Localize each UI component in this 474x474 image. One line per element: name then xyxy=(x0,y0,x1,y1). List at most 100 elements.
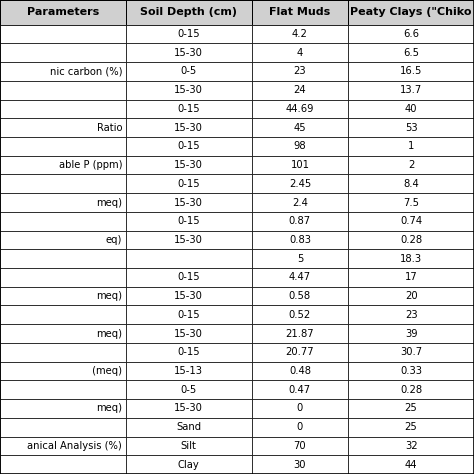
Bar xyxy=(0,418,126,437)
Bar xyxy=(252,137,348,155)
Text: 15-30: 15-30 xyxy=(174,328,203,338)
Bar xyxy=(348,100,474,118)
Text: Ratio: Ratio xyxy=(97,123,122,133)
Text: nic carbon (%): nic carbon (%) xyxy=(49,66,122,76)
Text: 30: 30 xyxy=(294,460,306,470)
Text: 70: 70 xyxy=(293,441,306,451)
Bar xyxy=(0,362,126,381)
Text: 15-30: 15-30 xyxy=(174,48,203,58)
Bar xyxy=(252,156,348,174)
Text: 1: 1 xyxy=(408,141,414,151)
Bar xyxy=(348,343,474,362)
Text: 40: 40 xyxy=(405,104,417,114)
Bar xyxy=(348,249,474,268)
Bar xyxy=(0,455,126,474)
Text: eq): eq) xyxy=(106,235,122,245)
Bar xyxy=(126,306,252,324)
Text: 4.2: 4.2 xyxy=(292,29,308,39)
Bar xyxy=(348,0,474,25)
Bar xyxy=(126,100,252,118)
Text: 15-30: 15-30 xyxy=(174,403,203,413)
Bar xyxy=(126,455,252,474)
Bar xyxy=(348,174,474,193)
Bar xyxy=(0,324,126,343)
Bar xyxy=(252,324,348,343)
Bar xyxy=(126,324,252,343)
Text: 25: 25 xyxy=(405,422,418,432)
Text: 15-30: 15-30 xyxy=(174,198,203,208)
Bar xyxy=(0,156,126,174)
Text: Flat Muds: Flat Muds xyxy=(269,7,330,18)
Bar xyxy=(126,137,252,155)
Text: 15-30: 15-30 xyxy=(174,85,203,95)
Text: anical Analysis (%): anical Analysis (%) xyxy=(27,441,122,451)
Bar xyxy=(252,118,348,137)
Bar xyxy=(126,343,252,362)
Text: Clay: Clay xyxy=(178,460,200,470)
Text: Sand: Sand xyxy=(176,422,201,432)
Bar xyxy=(252,100,348,118)
Bar xyxy=(348,156,474,174)
Text: 39: 39 xyxy=(405,328,418,338)
Bar xyxy=(126,44,252,62)
Text: meq): meq) xyxy=(96,403,122,413)
Bar xyxy=(0,287,126,306)
Bar xyxy=(252,249,348,268)
Text: 44.69: 44.69 xyxy=(286,104,314,114)
Bar xyxy=(348,118,474,137)
Bar xyxy=(252,193,348,212)
Bar xyxy=(0,0,126,25)
Bar xyxy=(252,212,348,231)
Text: (meq): (meq) xyxy=(89,366,122,376)
Text: 18.3: 18.3 xyxy=(400,254,422,264)
Bar xyxy=(348,381,474,399)
Bar xyxy=(0,437,126,455)
Bar xyxy=(0,249,126,268)
Bar xyxy=(0,174,126,193)
Text: 23: 23 xyxy=(405,310,418,320)
Bar xyxy=(0,381,126,399)
Bar xyxy=(0,44,126,62)
Text: 53: 53 xyxy=(405,123,418,133)
Bar xyxy=(348,268,474,287)
Bar xyxy=(126,362,252,381)
Text: 44: 44 xyxy=(405,460,417,470)
Bar xyxy=(126,118,252,137)
Bar xyxy=(126,81,252,100)
Bar xyxy=(126,212,252,231)
Bar xyxy=(252,437,348,455)
Bar xyxy=(252,174,348,193)
Text: 2.4: 2.4 xyxy=(292,198,308,208)
Text: meq): meq) xyxy=(96,198,122,208)
Text: 45: 45 xyxy=(293,123,306,133)
Bar xyxy=(348,81,474,100)
Bar xyxy=(348,437,474,455)
Text: 101: 101 xyxy=(291,160,310,170)
Text: 0: 0 xyxy=(297,403,303,413)
Text: 6.5: 6.5 xyxy=(403,48,419,58)
Bar xyxy=(348,306,474,324)
Bar xyxy=(0,231,126,249)
Bar xyxy=(126,399,252,418)
Text: 15-30: 15-30 xyxy=(174,291,203,301)
Text: meq): meq) xyxy=(96,328,122,338)
Bar xyxy=(126,437,252,455)
Text: Parameters: Parameters xyxy=(27,7,99,18)
Bar xyxy=(0,62,126,81)
Text: 0-5: 0-5 xyxy=(181,66,197,76)
Bar xyxy=(126,268,252,287)
Bar xyxy=(348,399,474,418)
Text: 0-15: 0-15 xyxy=(177,179,200,189)
Bar xyxy=(348,231,474,249)
Bar xyxy=(348,287,474,306)
Bar xyxy=(348,455,474,474)
Bar xyxy=(348,193,474,212)
Text: 0.58: 0.58 xyxy=(289,291,311,301)
Bar xyxy=(348,324,474,343)
Bar xyxy=(0,399,126,418)
Bar xyxy=(348,212,474,231)
Bar xyxy=(252,62,348,81)
Bar xyxy=(126,381,252,399)
Text: 24: 24 xyxy=(293,85,306,95)
Text: 98: 98 xyxy=(293,141,306,151)
